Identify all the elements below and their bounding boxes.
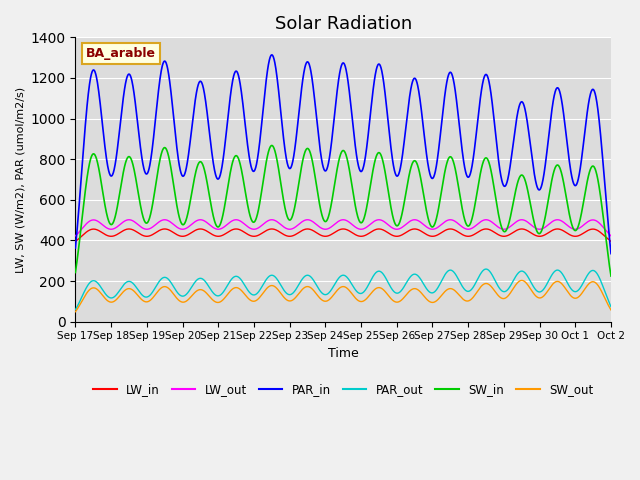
X-axis label: Time: Time	[328, 347, 358, 360]
Y-axis label: LW, SW (W/m2), PAR (umol/m2/s): LW, SW (W/m2), PAR (umol/m2/s)	[15, 86, 25, 273]
Title: Solar Radiation: Solar Radiation	[275, 15, 412, 33]
Legend: LW_in, LW_out, PAR_in, PAR_out, SW_in, SW_out: LW_in, LW_out, PAR_in, PAR_out, SW_in, S…	[88, 379, 598, 401]
Text: BA_arable: BA_arable	[86, 47, 156, 60]
